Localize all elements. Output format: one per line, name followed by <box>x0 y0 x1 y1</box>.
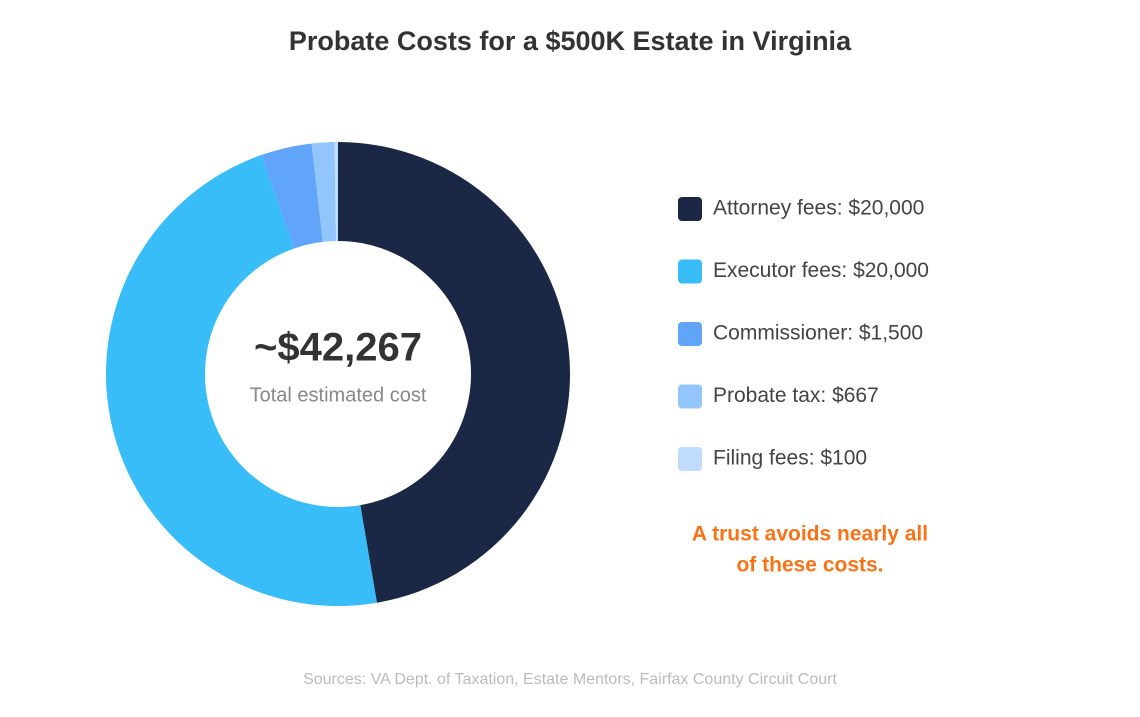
donut-slice <box>338 142 570 603</box>
legend-swatch <box>678 447 702 471</box>
donut <box>105 142 570 607</box>
legend: Attorney fees: $20,000 Executor fees: $20… <box>678 197 929 471</box>
donut-slice <box>261 143 323 249</box>
legend-swatch <box>678 259 702 284</box>
legend-label: Executor fees: $20,000 <box>713 259 929 282</box>
donut-slice <box>105 155 377 607</box>
center-label: Total estimated cost <box>250 384 427 406</box>
legend-swatch <box>678 197 702 221</box>
legend-swatch <box>678 384 702 409</box>
donut-slice <box>334 142 338 242</box>
donut-slice <box>311 142 337 242</box>
annotation: of these costs. <box>736 554 883 577</box>
center-value: ~$42,267 <box>254 326 422 370</box>
annotation: A trust avoids nearly all <box>692 523 928 546</box>
legend-swatch <box>678 322 702 346</box>
legend-label: Probate tax: $667 <box>713 384 879 407</box>
legend-label: Filing fees: $100 <box>713 447 867 470</box>
legend-label: Commissioner: $1,500 <box>713 322 923 345</box>
chart-title: Probate Costs for a $500K Estate in Virg… <box>289 26 852 56</box>
legend-label: Attorney fees: $20,000 <box>713 197 924 220</box>
source: Sources: VA Dept. of Taxation, Estate Me… <box>303 671 837 688</box>
